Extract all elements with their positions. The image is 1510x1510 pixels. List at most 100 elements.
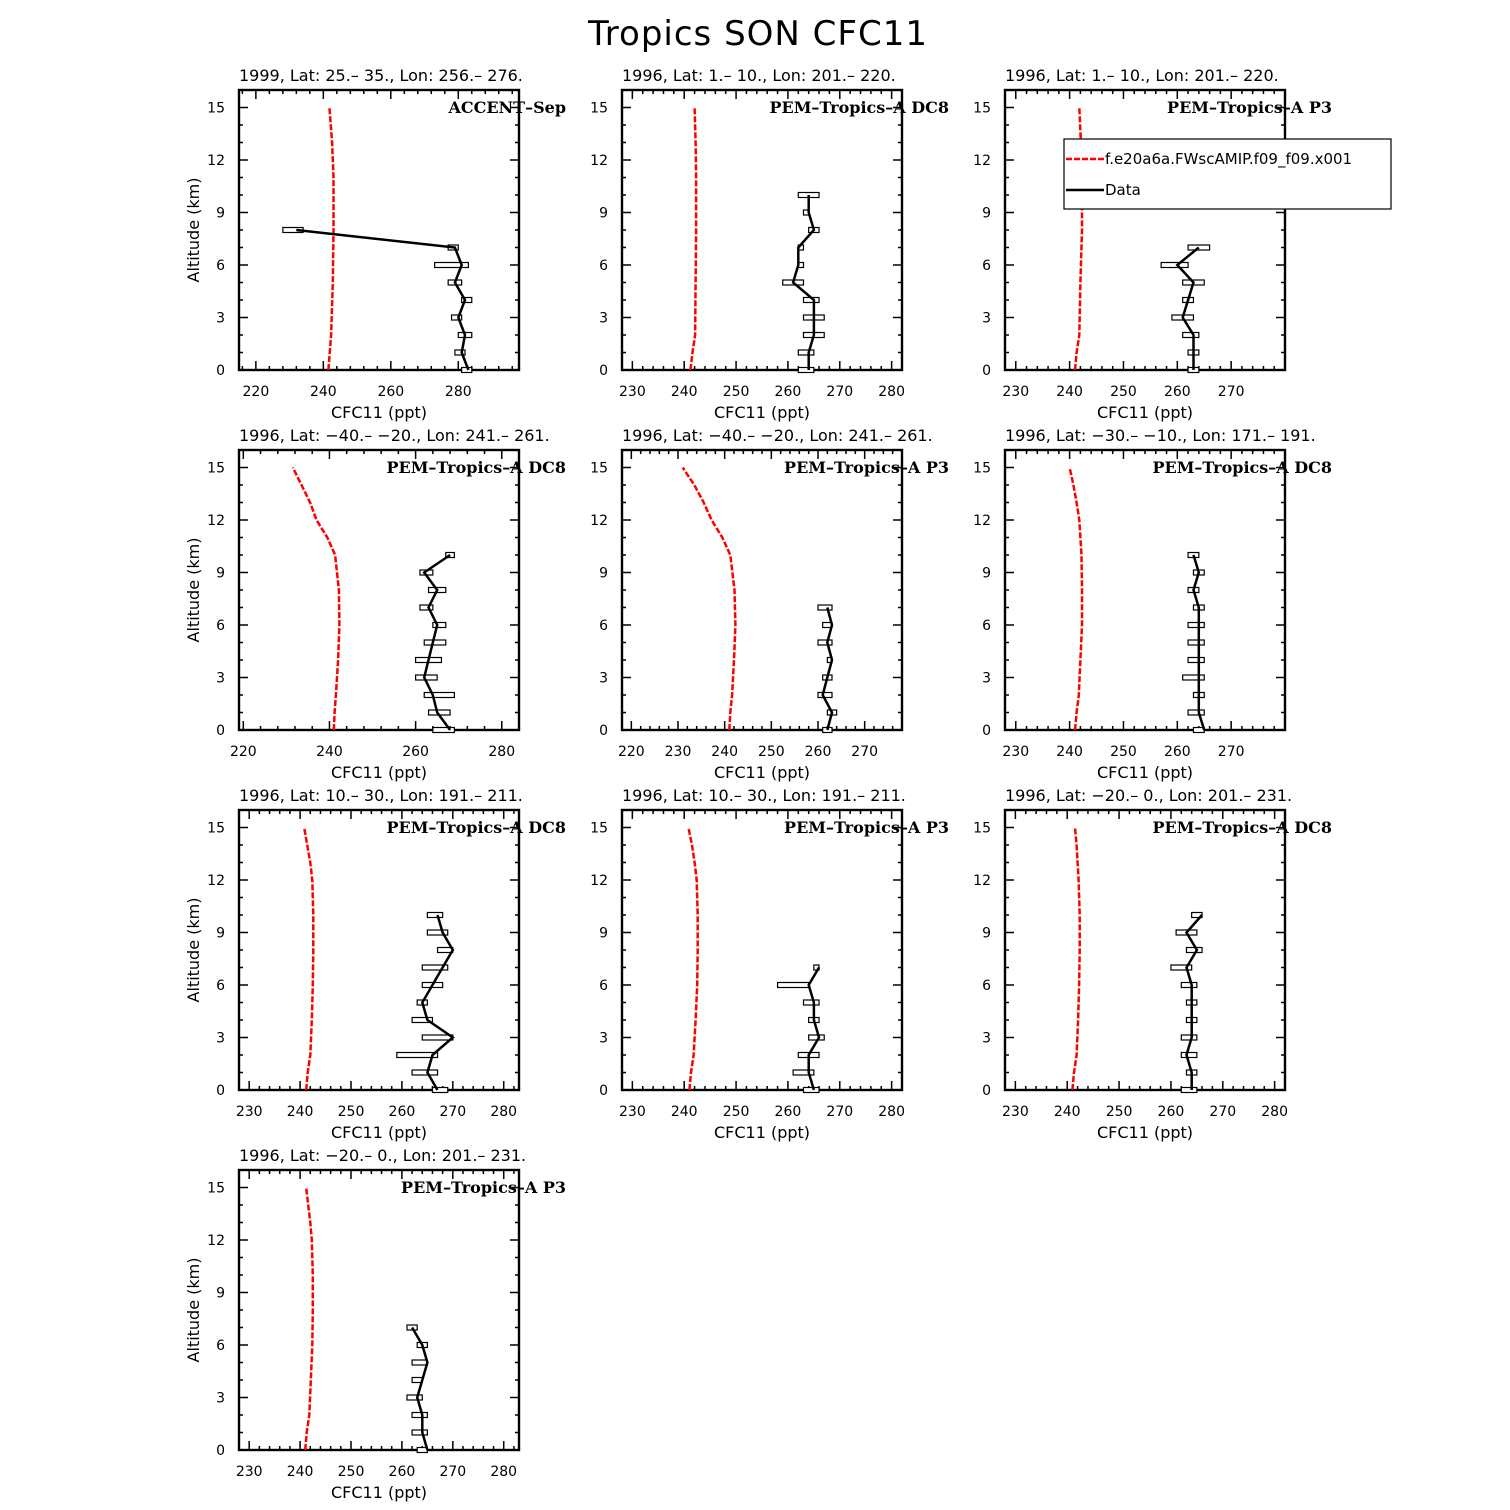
y-tick-label: 3 <box>216 1031 225 1047</box>
y-tick-label: 12 <box>973 153 991 169</box>
panel-title: 1996, Lat: 1.– 10., Lon: 201.– 220. <box>622 66 896 85</box>
plot-frame <box>1003 88 1287 372</box>
y-tick-label: 9 <box>982 206 991 222</box>
y-tick-label: 12 <box>590 513 608 529</box>
data-range-bar <box>1187 709 1205 716</box>
x-tick-label: 240 <box>316 744 343 760</box>
data-range-bar <box>1191 911 1203 919</box>
y-tick-label: 6 <box>982 618 991 634</box>
data-profile-line <box>1192 554 1206 731</box>
panel-1: 1999, Lat: 25.– 35., Lon: 256.– 276. ACCE… <box>184 66 566 422</box>
x-tick-label: 230 <box>236 1464 263 1480</box>
data-range-bar <box>411 1429 428 1436</box>
x-tick-label: 260 <box>1158 1104 1185 1120</box>
y-tick-label: 12 <box>590 873 608 889</box>
y-tick-label: 15 <box>207 821 225 837</box>
y-tick-label: 15 <box>207 101 225 117</box>
x-tick-label: 240 <box>1054 1104 1081 1120</box>
panel-title: 1999, Lat: 25.– 35., Lon: 256.– 276. <box>239 66 523 85</box>
y-tick-label: 9 <box>216 206 225 222</box>
x-tick-label: 220 <box>230 744 257 760</box>
y-tick-label: 3 <box>599 671 608 687</box>
y-tick-label: 3 <box>982 311 991 327</box>
data-range-bar <box>432 621 447 629</box>
panel-title: 1996, Lat: −30.– −10., Lon: 171.– 191. <box>1005 426 1316 445</box>
y-tick-label: 0 <box>216 363 225 379</box>
data-range-bar <box>432 726 455 734</box>
y-tick-label: 12 <box>590 153 608 169</box>
data-range-bar <box>1187 621 1205 629</box>
x-tick-label: 240 <box>310 384 337 400</box>
plot-frame <box>237 1168 521 1452</box>
x-tick-label: 270 <box>1209 1104 1236 1120</box>
x-axis-label: CFC11 (ppt) <box>1097 403 1193 422</box>
y-tick-label: 12 <box>207 153 225 169</box>
data-range-bar <box>426 929 449 936</box>
x-tick-label: 270 <box>1218 744 1245 760</box>
data-profile-line <box>422 553 452 731</box>
x-tick-label: 240 <box>1056 744 1083 760</box>
data-range-bar <box>802 1086 820 1094</box>
y-tick-label: 3 <box>216 311 225 327</box>
y-tick-label: 0 <box>982 1083 991 1099</box>
y-tick-label: 6 <box>982 258 991 274</box>
y-tick-label: 9 <box>982 566 991 582</box>
data-profile-line <box>791 195 816 370</box>
plot-frame <box>620 808 904 1092</box>
x-tick-label: 250 <box>338 1104 365 1120</box>
y-tick-label: 15 <box>973 821 991 837</box>
x-tick-label: 240 <box>671 384 698 400</box>
x-tick-label: 260 <box>1164 384 1191 400</box>
x-tick-label: 230 <box>236 1104 263 1120</box>
y-tick-label: 0 <box>599 723 608 739</box>
data-range-bar <box>1182 331 1200 339</box>
panel-4: 1996, Lat: −40.– −20., Lon: 241.– 261. PE… <box>184 426 566 782</box>
model-profile-line <box>327 107 335 371</box>
data-range-bar <box>419 604 434 611</box>
x-tick-label: 280 <box>488 744 515 760</box>
panels: 1999, Lat: 25.– 35., Lon: 256.– 276. ACCE… <box>184 66 1332 1502</box>
model-profile-line <box>1071 827 1081 1091</box>
data-range-bar <box>406 1324 418 1331</box>
y-tick-label: 6 <box>216 618 225 634</box>
data-profile-line <box>296 228 470 371</box>
x-tick-label: 250 <box>1106 1104 1133 1120</box>
x-tick-label: 250 <box>1110 384 1137 400</box>
x-tick-label: 260 <box>389 1464 416 1480</box>
panel-title: 1996, Lat: −40.– −20., Lon: 241.– 261. <box>239 426 550 445</box>
plot-frame <box>237 88 521 372</box>
y-tick-label: 3 <box>599 311 608 327</box>
campaign-label: ACCENT–Sep <box>447 98 566 117</box>
data-range-bar <box>423 639 447 646</box>
x-tick-label: 280 <box>490 1464 517 1480</box>
y-axis-label: Altitude (km) <box>184 538 203 643</box>
x-tick-label: 270 <box>826 384 853 400</box>
y-tick-label: 6 <box>599 618 608 634</box>
x-tick-label: 230 <box>1002 1104 1029 1120</box>
y-tick-label: 6 <box>599 258 608 274</box>
x-tick-label: 280 <box>878 1104 905 1120</box>
campaign-label: PEM–Tropics–A DC8 <box>1152 818 1332 837</box>
x-axis-label: CFC11 (ppt) <box>1097 1123 1193 1142</box>
y-tick-label: 0 <box>982 363 991 379</box>
data-profile-line <box>420 914 455 1091</box>
legend-model-label: f.e20a6a.FWscAMIP.f09_f09.x001 <box>1105 150 1352 169</box>
plot-frame <box>620 88 904 372</box>
x-tick-label: 270 <box>851 744 878 760</box>
y-tick-label: 9 <box>599 926 608 942</box>
plot-frame <box>1003 808 1287 1092</box>
y-tick-label: 6 <box>216 978 225 994</box>
x-axis-label: CFC11 (ppt) <box>714 1123 810 1142</box>
panel-title: 1996, Lat: −20.– 0., Lon: 201.– 231. <box>1005 786 1292 805</box>
x-tick-label: 260 <box>389 1104 416 1120</box>
data-profile-line <box>821 607 834 731</box>
x-tick-label: 250 <box>1110 744 1137 760</box>
panel-9: 1996, Lat: −20.– 0., Lon: 201.– 231. PEM–… <box>973 786 1332 1142</box>
plot-frame <box>237 808 521 1092</box>
y-tick-label: 12 <box>207 873 225 889</box>
y-tick-label: 6 <box>982 978 991 994</box>
data-profile-line <box>1184 914 1203 1090</box>
x-axis-label: CFC11 (ppt) <box>1097 763 1193 782</box>
panel-3: 1996, Lat: 1.– 10., Lon: 201.– 220. PEM–T… <box>973 66 1332 422</box>
